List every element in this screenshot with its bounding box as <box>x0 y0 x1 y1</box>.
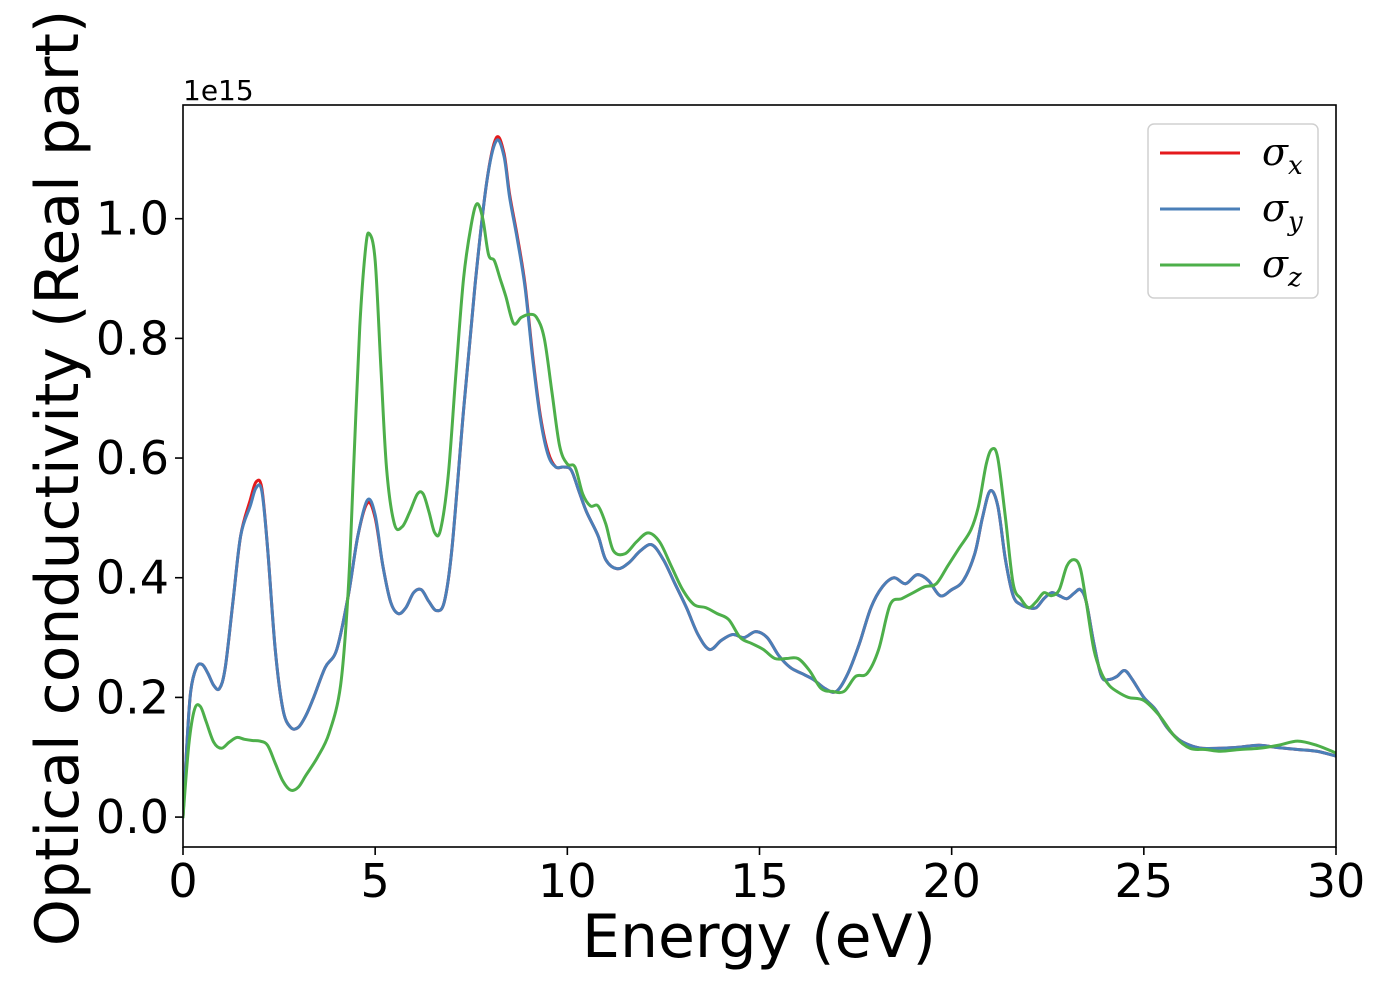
legend-box <box>1147 123 1319 299</box>
series-line-y <box>183 138 1336 819</box>
y-tick-label: 1.0 <box>96 192 169 246</box>
y-offset-label: 1e15 <box>183 74 254 107</box>
x-tick-label: 25 <box>1115 854 1174 908</box>
y-tick-label: 0.2 <box>96 670 169 724</box>
y-tick-label: 0.4 <box>96 551 169 605</box>
y-axis-label: Optical conductivity (Real part) <box>23 10 93 947</box>
x-tick-label: 10 <box>538 854 597 908</box>
axes: 0 5 10 15 20 25 30 0.0 0.2 0.4 0.6 0.8 1.0 <box>96 104 1366 908</box>
legend-subscript: y <box>1287 207 1303 237</box>
series-line-z <box>183 202 1336 819</box>
x-tick-label: 5 <box>361 854 390 908</box>
plot-area <box>183 135 1336 819</box>
series-lines <box>183 135 1336 819</box>
x-tick-label: 0 <box>168 854 197 908</box>
x-tick-label: 20 <box>922 854 981 908</box>
y-tick-label: 0.8 <box>96 311 169 365</box>
legend-subscript: x <box>1288 151 1303 181</box>
y-tick-label: 0.6 <box>96 431 169 485</box>
y-tick-label: 0.0 <box>96 790 169 844</box>
x-axis-label: Energy (eV) <box>582 902 936 972</box>
x-tick-label: 15 <box>730 854 789 908</box>
x-tick-label: 30 <box>1307 854 1366 908</box>
legend-subscript: z <box>1287 263 1302 293</box>
